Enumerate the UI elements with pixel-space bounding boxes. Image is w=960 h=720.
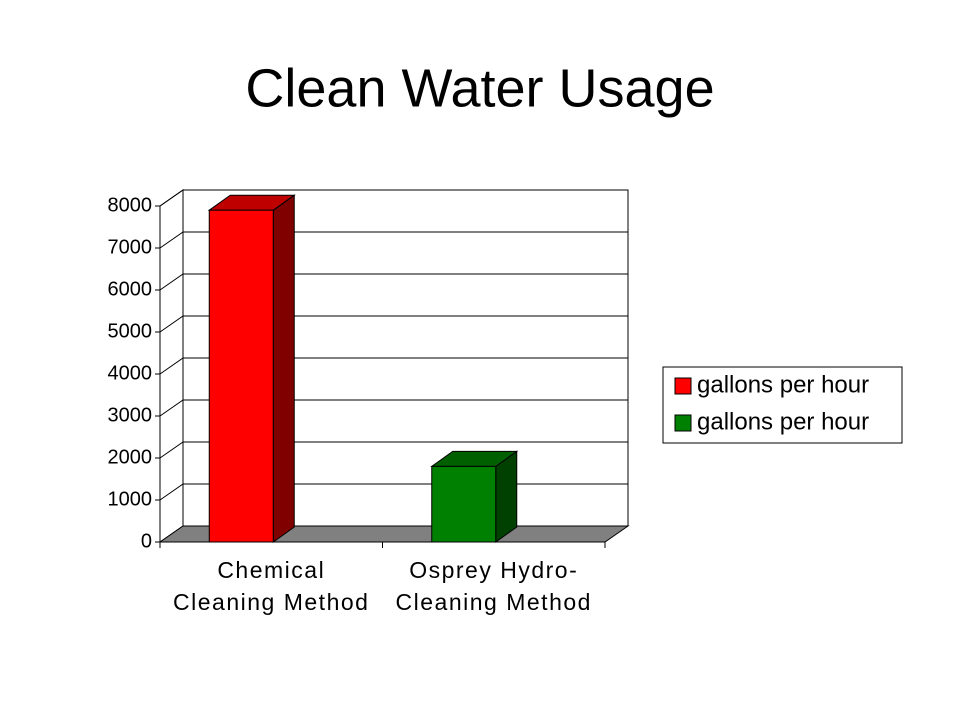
x-tick-label: Cleaning Method	[396, 589, 592, 615]
grid-line	[159, 273, 628, 291]
legend-label: gallons per hour	[697, 408, 869, 435]
legend	[662, 366, 903, 444]
y-tick-label: 5000	[108, 320, 153, 342]
grid-line	[159, 315, 628, 333]
y-tick-label: 8000	[108, 194, 153, 216]
y-tick-label: 6000	[108, 278, 153, 300]
x-tick-label: Cleaning Method	[173, 589, 369, 615]
y-tick-label: 1000	[108, 488, 153, 510]
bar-side	[272, 194, 295, 543]
y-tick-label: 7000	[108, 236, 153, 258]
chart-title: Clean Water Usage	[245, 58, 714, 118]
legend-swatch	[674, 377, 692, 395]
x-tick-label: Chemical	[217, 557, 325, 583]
bar-side	[495, 450, 518, 543]
legend-label: gallons per hour	[697, 371, 869, 398]
grid-line	[159, 189, 628, 207]
x-tick-label: Osprey Hydro-	[409, 557, 578, 583]
grid-line	[159, 441, 628, 459]
grid-line	[159, 357, 628, 375]
y-tick-label: 3000	[108, 404, 153, 426]
grid-line	[159, 231, 628, 249]
bar	[208, 209, 274, 543]
y-tick-label: 2000	[108, 446, 153, 468]
y-tick-label: 0	[141, 530, 152, 552]
y-tick-label: 4000	[108, 362, 153, 384]
bar	[431, 465, 497, 543]
grid-line	[159, 399, 628, 417]
legend-swatch	[674, 414, 692, 432]
